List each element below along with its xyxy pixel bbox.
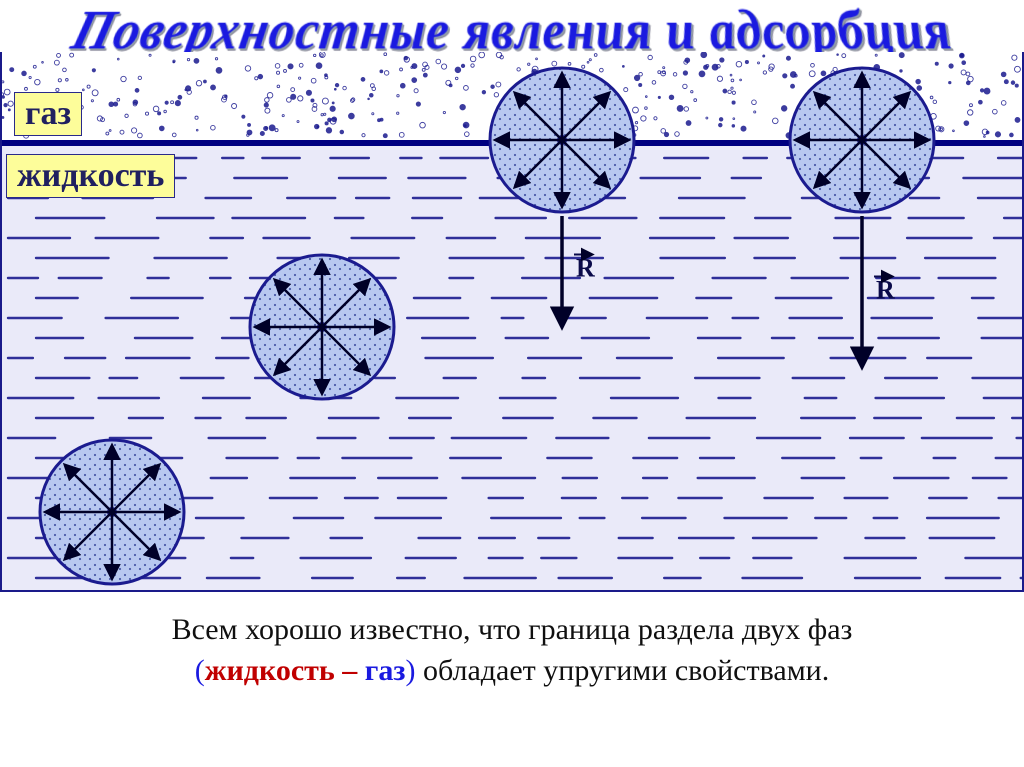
paren-open: (	[195, 654, 205, 687]
caption-line-1: Всем хорошо известно, что граница раздел…	[0, 610, 1024, 651]
caption-dash: –	[335, 654, 365, 687]
caption-rest: обладает упругими свойствами.	[415, 654, 829, 687]
paren-close: )	[405, 654, 415, 687]
gas-label: газ	[14, 92, 82, 136]
slide-title: Поверхностные явления и адсорбция	[0, 0, 1024, 58]
caption-liquid-word: жидкость	[205, 654, 335, 687]
caption-gas-word: газ	[365, 654, 406, 687]
diagram: газ жидкость RR	[0, 52, 1024, 592]
caption: Всем хорошо известно, что граница раздел…	[0, 592, 1024, 691]
liquid-body	[2, 146, 1022, 590]
caption-line-2: (жидкость – газ) обладает упругими свойс…	[0, 651, 1024, 692]
gas-region	[2, 52, 1022, 140]
gas-particles	[2, 52, 1022, 140]
liquid-label: жидкость	[6, 154, 175, 198]
liquid-region	[2, 146, 1022, 590]
